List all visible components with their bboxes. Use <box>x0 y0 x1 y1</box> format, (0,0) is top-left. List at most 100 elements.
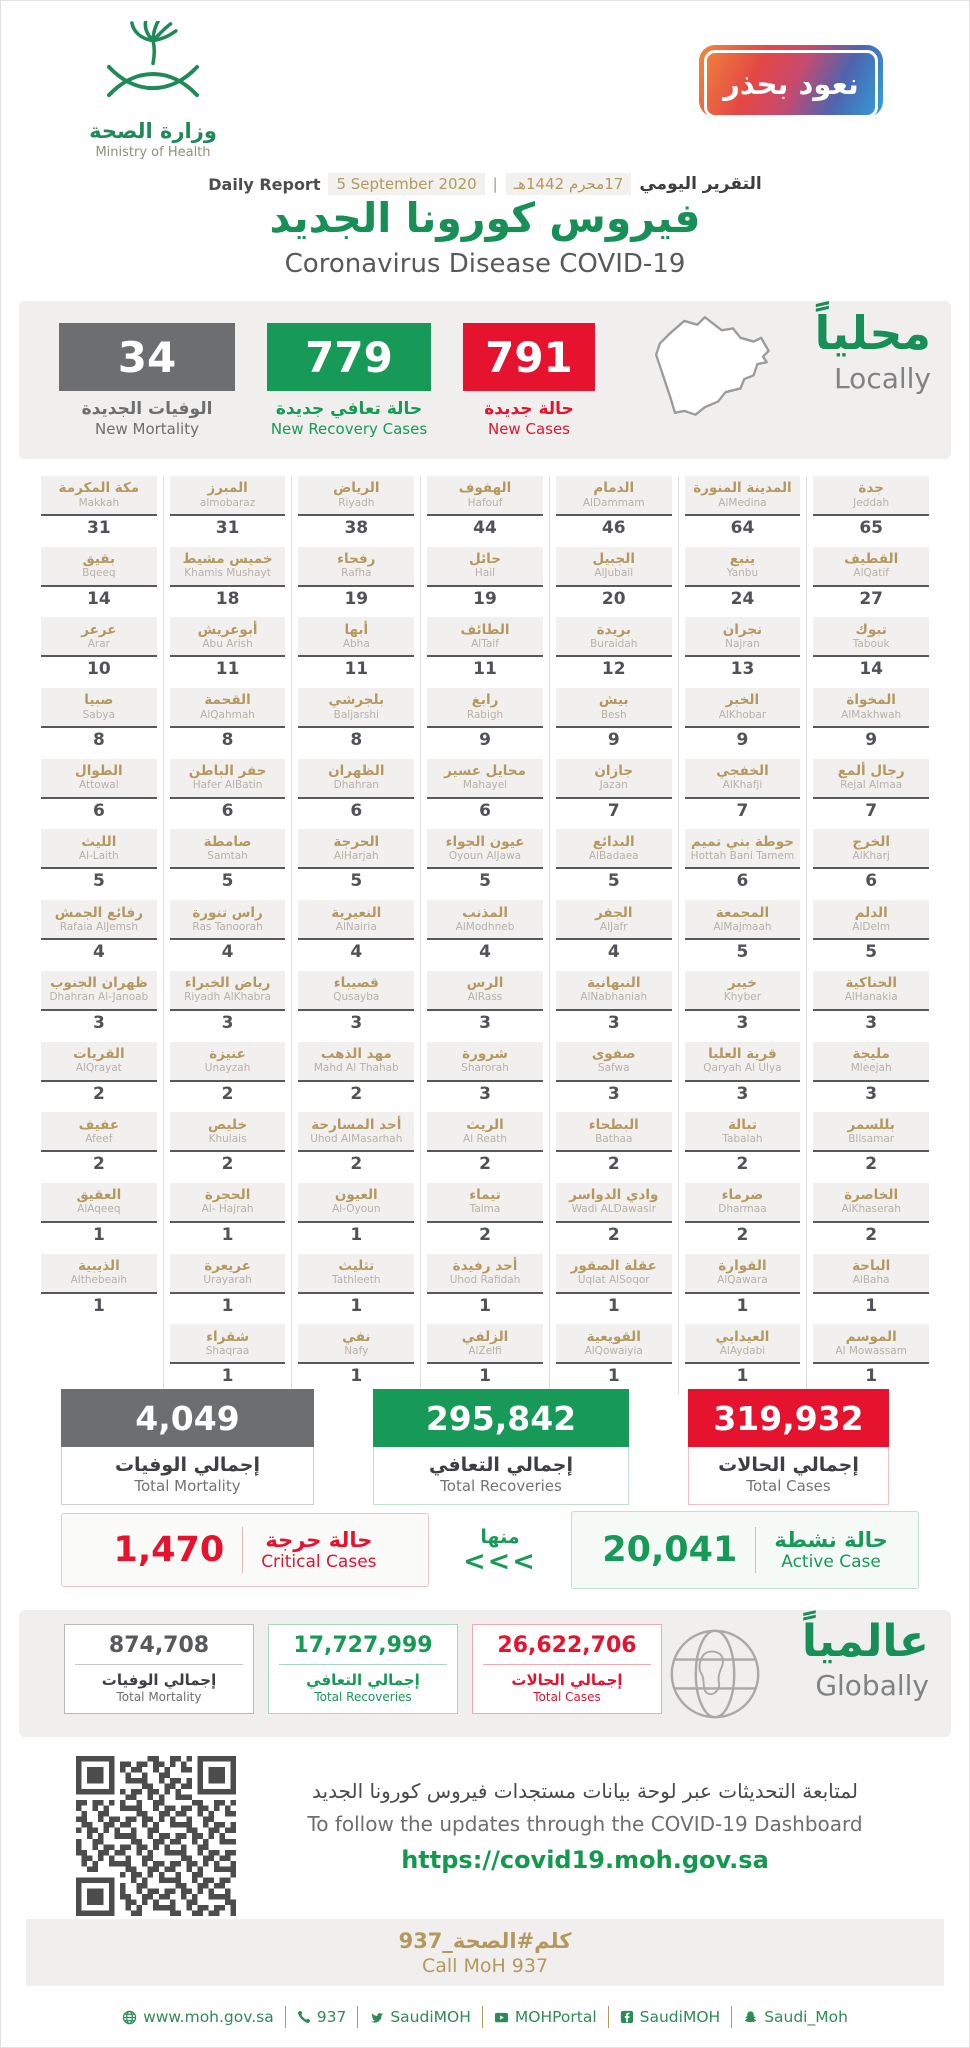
city-name-english: Al-Oyoun <box>332 1203 381 1216</box>
region-cell: رياض الخبراء Riyadh AlKhabra 3 <box>169 970 286 1033</box>
region-cell: قصيباء Qusayba 3 <box>298 970 415 1033</box>
city-name-box: الدلم AlDelm <box>813 900 930 941</box>
total-mortality-label-ar: إجمالي الوفيات <box>114 1454 261 1476</box>
active-cases-label-ar: حالة نشطة <box>774 1528 888 1552</box>
city-name-arabic: القحمة <box>204 692 251 709</box>
region-cell: خميس مشيط Khamis Mushayt 18 <box>169 546 286 609</box>
city-new-cases-value: 2 <box>865 1224 878 1245</box>
region-cell: الطوال Attowal 6 <box>41 758 157 821</box>
region-cell: الموسم Al Mowassam 1 <box>813 1324 930 1386</box>
city-name-box: بيش Besh <box>555 688 672 729</box>
city-name-english: Urayarah <box>203 1274 252 1287</box>
city-name-arabic: نفي <box>342 1328 371 1345</box>
city-name-english: AlJubail <box>594 567 634 580</box>
city-name-arabic: رياض الخبراء <box>184 975 271 992</box>
global-mortality-box: 874,708 إجمالي الوفيات Total Mortality <box>64 1624 254 1714</box>
city-new-cases-value: 1 <box>221 1366 234 1387</box>
city-name-box: النبهانية AlNabhaniah <box>555 970 672 1011</box>
city-new-cases-value: 12 <box>601 659 626 680</box>
divider <box>755 1527 757 1573</box>
footer-link-saudimoh[interactable]: SaudiMOH <box>607 2006 732 2028</box>
city-name-arabic: مكة المكرمة <box>58 480 140 497</box>
city-name-english: AlDelm <box>852 920 891 933</box>
city-name-box: تبالة Tabalah <box>684 1112 801 1153</box>
region-cell: الحجرة Al- Hajrah 1 <box>169 1182 286 1245</box>
footer-link-937[interactable]: 937 <box>284 2006 358 2028</box>
city-name-box: الجبيل AlJubail <box>555 546 672 587</box>
city-name-box: نفي Nafy <box>298 1324 415 1365</box>
city-name-english: AlBaha <box>852 1274 890 1287</box>
chevrons-left-icon: <<< <box>463 1545 537 1577</box>
total-recoveries-label-en: Total Recoveries <box>440 1477 562 1495</box>
city-name-arabic: وادي الدواسر <box>569 1187 659 1204</box>
city-name-arabic: عيون الجواء <box>445 833 525 850</box>
city-name-english: Safwa <box>597 1062 630 1075</box>
city-name-english: Rafha <box>341 567 372 580</box>
saudi-map-icon <box>654 316 770 416</box>
city-name-arabic: خليص <box>207 1116 248 1133</box>
city-new-cases-value: 6 <box>92 800 105 821</box>
of-which-indicator: منها <<< <box>463 1526 537 1575</box>
region-cell: الخرج AlKharj 6 <box>813 829 930 891</box>
city-name-arabic: عرعر <box>81 621 117 638</box>
region-cell: العيون Al-Oyoun 1 <box>298 1182 415 1245</box>
city-name-arabic: الذيبية <box>77 1257 120 1274</box>
city-new-cases-value: 6 <box>479 800 491 821</box>
city-new-cases-value: 11 <box>215 659 240 680</box>
city-name-arabic: ينبع <box>729 551 756 568</box>
city-name-arabic: القطيف <box>844 551 899 568</box>
city-name-arabic: بقيق <box>82 551 116 568</box>
footer-link-label: SaudiMOH <box>390 2008 471 2026</box>
city-name-arabic: رابغ <box>471 692 499 709</box>
region-cell: عفيف Afeef 2 <box>41 1112 157 1174</box>
region-cell: نجران Najran 13 <box>684 617 801 680</box>
city-name-english: Khamis Mushayt <box>184 567 271 580</box>
city-new-cases-value: 9 <box>607 730 620 751</box>
city-name-box: ضرماء Dharmaa <box>684 1182 801 1223</box>
city-new-cases-value: 1 <box>865 1295 878 1316</box>
footer-link-www.moh.gov.sa[interactable]: www.moh.gov.sa <box>111 2006 285 2028</box>
total-recoveries-value: 295,842 <box>373 1389 629 1447</box>
city-name-english: AlQahmah <box>200 708 255 721</box>
city-name-arabic: الرياض <box>333 480 380 497</box>
region-cell: القحمة AlQahmah 8 <box>169 688 286 750</box>
city-new-cases-value: 5 <box>92 871 105 892</box>
region-cell: المخواة AlMakhwah 9 <box>813 688 930 750</box>
call-moh-english: Call MoH 937 <box>421 1954 549 1977</box>
city-new-cases-value: 13 <box>730 659 755 680</box>
new-mortality-value: 34 <box>59 323 235 391</box>
youtube-icon <box>494 2010 509 2025</box>
dashboard-url-link[interactable]: https://covid19.moh.gov.sa <box>401 1846 769 1874</box>
city-name-arabic: النعيرية <box>331 904 382 921</box>
footer-link-saudimoh[interactable]: SaudiMOH <box>357 2006 482 2028</box>
city-name-arabic: خميس مشيط <box>182 551 273 568</box>
city-name-arabic: شقراء <box>206 1328 250 1345</box>
hijri-date: 17محرم 1442هـ <box>505 173 632 195</box>
footer-link-mohportal[interactable]: MOHPortal <box>481 2006 608 2028</box>
footer-link-label: 937 <box>316 2008 347 2026</box>
critical-cases-value: 1,470 <box>113 1530 225 1570</box>
footer-link-saudi_moh[interactable]: Saudi_Moh <box>731 2006 859 2028</box>
city-name-box: رابغ Rabigh <box>427 688 543 729</box>
region-cell: المذنب AlModhneb 4 <box>427 900 543 962</box>
city-name-english: AlKhobar <box>718 708 767 721</box>
city-name-arabic: القريات <box>73 1045 125 1062</box>
city-name-arabic: الريث <box>466 1116 504 1133</box>
city-new-cases-value: 1 <box>607 1366 620 1387</box>
region-cell: حائل Hail 19 <box>427 546 543 609</box>
city-name-english: Hafer AlBatin <box>192 779 263 792</box>
city-new-cases-value: 44 <box>473 518 497 538</box>
region-cell: رجال ألمع Rejal Almaa 7 <box>813 758 930 821</box>
region-cell: شرورة Sharorah 3 <box>427 1041 543 1104</box>
city-name-english: AlHarjah <box>333 850 379 862</box>
city-name-arabic: الدلم <box>854 904 888 921</box>
region-cell: الرياض Riyadh 38 <box>298 476 415 538</box>
city-name-arabic: بللسمر <box>847 1116 895 1133</box>
global-recoveries-value: 17,727,999 <box>293 1633 433 1658</box>
city-name-box: شرورة Sharorah <box>427 1041 543 1082</box>
city-new-cases-value: 7 <box>865 800 878 821</box>
city-name-arabic: تبالة <box>728 1116 757 1133</box>
global-cases-label-en: Total Cases <box>533 1690 601 1704</box>
city-name-english: Tathleeth <box>332 1274 381 1287</box>
city-name-english: Tabouk <box>852 637 890 650</box>
